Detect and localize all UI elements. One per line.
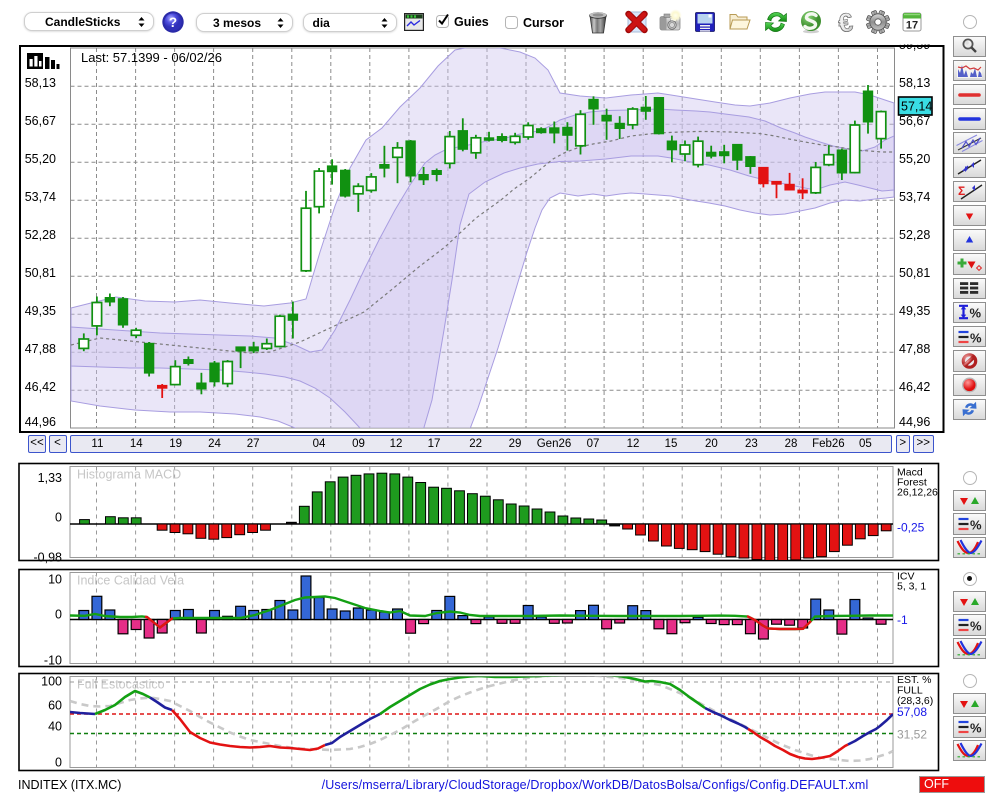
svg-text:44,96: 44,96 [899,415,930,429]
svg-text:Full Estocastico: Full Estocastico [77,678,165,692]
svg-text:49,35: 49,35 [25,304,56,318]
svg-text:Σ: Σ [958,184,965,198]
svg-text:31,52: 31,52 [897,728,927,742]
svg-text:10: 10 [48,573,62,587]
svg-text:0: 0 [55,511,62,525]
svg-text:Macd: Macd [897,467,923,479]
svg-text:46,42: 46,42 [899,380,930,394]
svg-text:56,67: 56,67 [899,114,930,128]
svg-text:53,74: 53,74 [25,190,56,204]
svg-text:Histograma MACD: Histograma MACD [77,468,181,482]
svg-text:47,88: 47,88 [899,342,930,356]
svg-text:Last: 57.1399 - 06/02/26: Last: 57.1399 - 06/02/26 [81,50,222,65]
svg-text:100: 100 [41,675,62,689]
svg-text:0: 0 [55,756,62,770]
svg-text:€: € [836,9,855,35]
svg-text:-0,98: -0,98 [34,551,63,565]
svg-text:26,12,26: 26,12,26 [897,487,938,499]
svg-text:57,14: 57,14 [901,100,932,114]
svg-text:%: % [970,330,982,345]
svg-text:49,35: 49,35 [899,304,930,318]
svg-text:?: ? [169,15,177,30]
svg-text:0: 0 [55,608,62,622]
svg-text:EST. %: EST. % [897,674,931,686]
svg-text:ICV: ICV [897,571,915,583]
svg-text:53,74: 53,74 [899,190,930,204]
svg-text:1,33: 1,33 [38,471,62,485]
svg-text:%: % [970,306,982,321]
svg-text:44,96: 44,96 [25,415,56,429]
svg-text:52,28: 52,28 [25,228,56,242]
svg-text:-0,25: -0,25 [897,521,925,535]
svg-text:(28,3,6): (28,3,6) [897,695,933,707]
svg-text:55,20: 55,20 [899,152,930,166]
svg-text:56,67: 56,67 [25,114,56,128]
svg-text:-1: -1 [897,613,908,627]
svg-text:52,28: 52,28 [899,228,930,242]
svg-text:50,81: 50,81 [899,266,930,280]
svg-text:57,08: 57,08 [897,705,927,719]
svg-text:FULL: FULL [897,685,923,697]
svg-text:55,20: 55,20 [25,152,56,166]
svg-text:%: % [970,618,982,633]
svg-text:%: % [970,517,982,532]
svg-text:5, 3, 1: 5, 3, 1 [897,581,926,593]
svg-text:40: 40 [48,720,62,734]
svg-text:%: % [970,720,982,735]
svg-text:46,42: 46,42 [25,380,56,394]
svg-text:-10: -10 [44,654,62,668]
svg-text:60: 60 [48,699,62,713]
svg-text:47,88: 47,88 [25,342,56,356]
svg-text:58,13: 58,13 [899,76,930,90]
svg-text:50,81: 50,81 [25,266,56,280]
svg-text:58,13: 58,13 [25,76,56,90]
svg-text:Indice Calidad Vela: Indice Calidad Vela [77,574,184,588]
svg-text:17: 17 [906,20,918,32]
svg-text:Forest: Forest [897,477,927,489]
svg-text:€: € [836,9,855,35]
